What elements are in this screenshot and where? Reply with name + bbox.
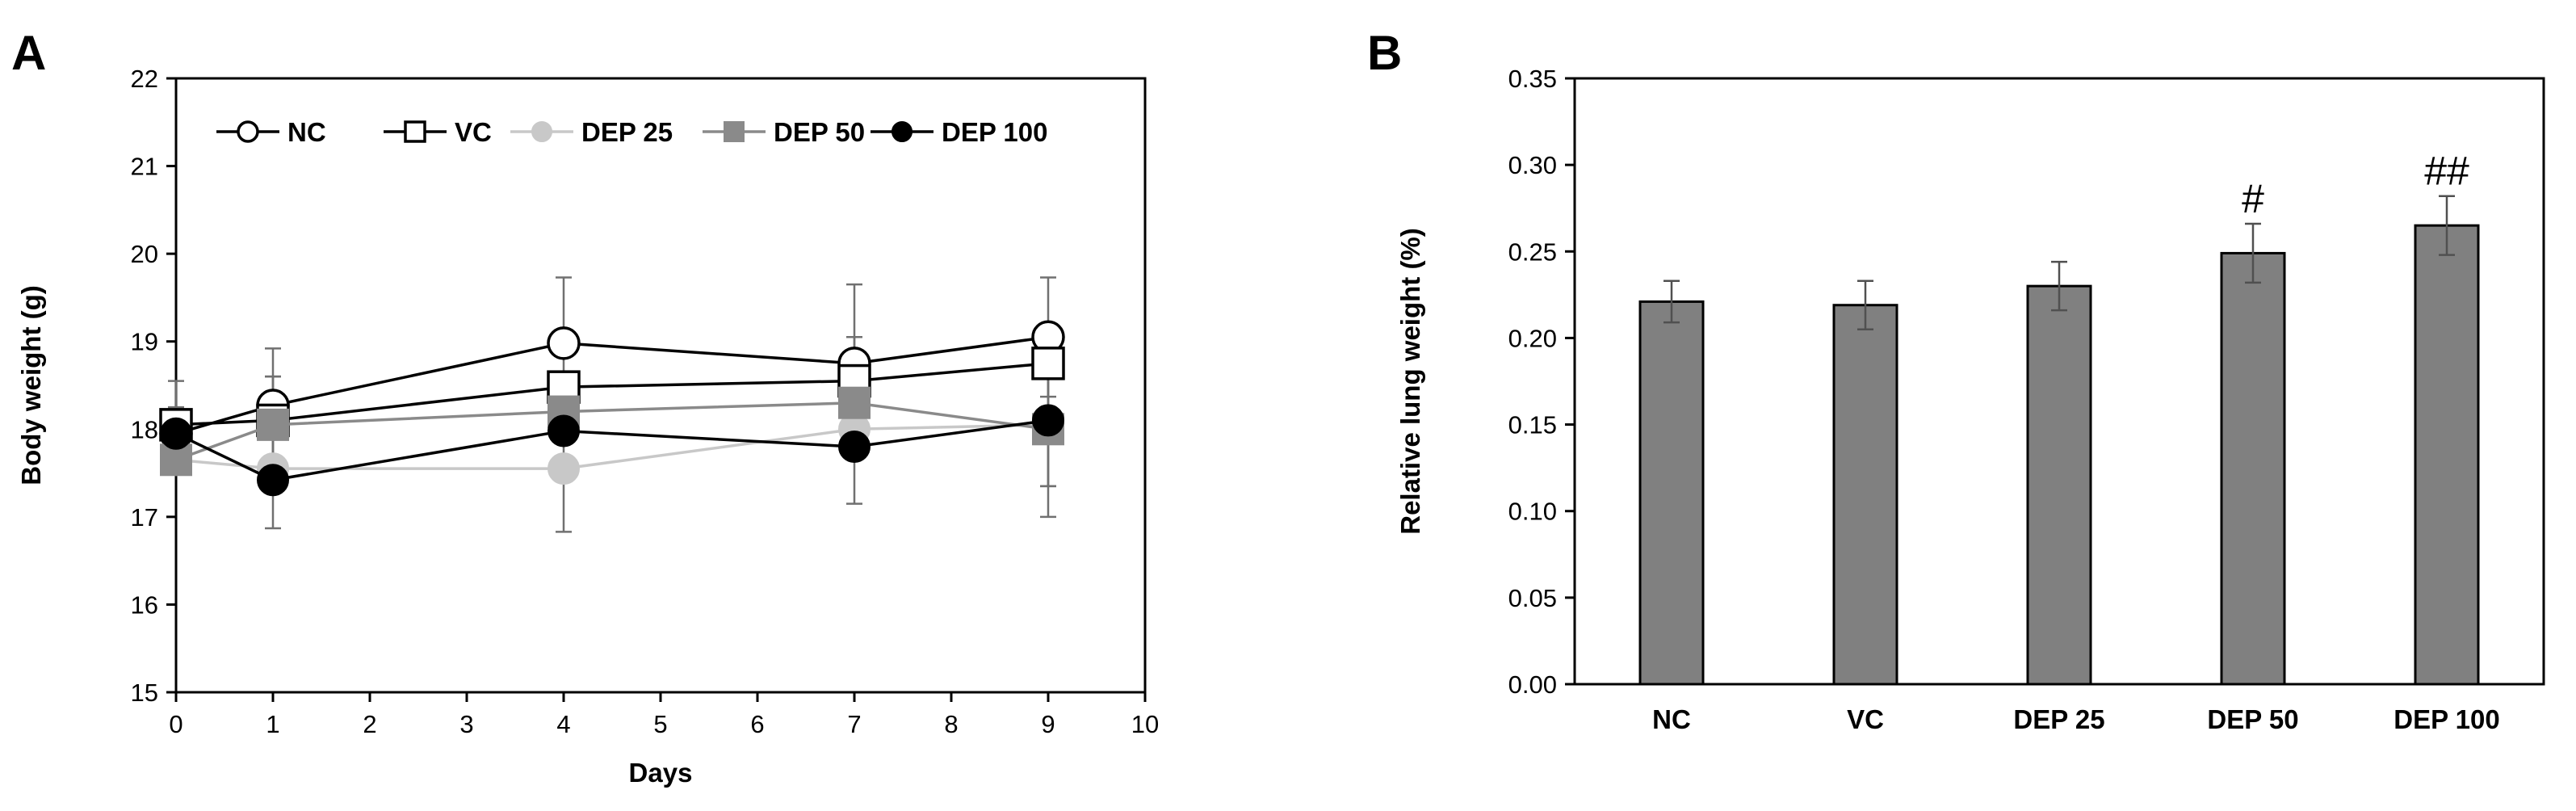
y-tick-label-b: 0.10 (1508, 498, 1557, 526)
legend-label: DEP 100 (942, 117, 1047, 147)
category-label: DEP 25 (2013, 704, 2104, 734)
legend-item-vc: VC (384, 117, 492, 147)
x-axis-label-a: Days (629, 758, 693, 788)
panel-b-bar-chart: B 0.00 0.05 0.10 0.15 0.20 0.25 0.30 0.35 NC VC D… (1367, 26, 2545, 734)
y-tick-label-a: 15 (131, 679, 158, 707)
y-tick-label-a: 16 (131, 590, 158, 619)
y-tick-label-b: 0.25 (1508, 237, 1557, 266)
data-point-nc (547, 326, 581, 360)
y-axis-ticks-b: 0.00 0.05 0.10 0.15 0.20 0.25 0.30 0.35 (1508, 65, 1575, 699)
legend-label: DEP 25 (581, 117, 673, 147)
y-tick-label-a: 19 (131, 328, 158, 356)
y-tick-label-a: 21 (131, 153, 158, 181)
y-tick-label-a: 18 (131, 415, 158, 443)
y-axis-ticks-a: 15 16 17 18 19 20 21 22 (131, 65, 176, 707)
data-point-dep-50 (257, 408, 289, 441)
x-tick-label-a: 8 (944, 710, 958, 738)
legend-label: NC (287, 117, 326, 147)
series-line-dep-50 (175, 401, 1049, 461)
legend-marker-dep-50 (724, 121, 745, 142)
series-dep-100 (160, 404, 1064, 497)
legend-marker-vc (404, 120, 426, 143)
y-tick-label-a: 20 (131, 240, 158, 268)
series-dep-50 (160, 386, 1064, 477)
data-point-dep-100 (257, 464, 289, 497)
y-tick-label-b: 0.30 (1508, 151, 1557, 179)
data-point-dep-50 (838, 386, 871, 419)
bar-group-vc: VC (1832, 279, 1898, 734)
series-group-a (159, 276, 1065, 533)
x-tick-label-a: 4 (556, 710, 570, 738)
x-tick-label-a: 1 (266, 710, 279, 738)
legend-a: NC VC DEP 25 DEP 50 DEP 100 (216, 117, 1047, 147)
legend-item-dep-25: DEP 25 (510, 117, 673, 147)
y-tick-label-a: 17 (131, 503, 158, 532)
y-tick-label-b: 0.00 (1508, 670, 1557, 699)
bar-nc (1638, 300, 1705, 686)
significance-marker: # (2242, 176, 2264, 221)
series-line-dep-25 (175, 423, 1049, 470)
category-label: DEP 100 (2393, 704, 2499, 734)
category-label: VC (1847, 704, 1884, 734)
data-point-vc (1031, 347, 1065, 380)
y-tick-label-b: 0.05 (1508, 584, 1557, 612)
data-point-dep-100 (160, 417, 192, 450)
x-tick-label-a: 5 (653, 710, 667, 738)
legend-item-nc: NC (216, 117, 326, 147)
bars-b: NC VC DEP 25 DEP 50 # DEP 100 ## (1638, 149, 2500, 734)
data-point-dep-100 (838, 431, 871, 463)
x-tick-label-a: 10 (1131, 710, 1159, 738)
panel-label-b: B (1367, 26, 1402, 80)
bar-dep-100 (2414, 224, 2480, 686)
y-tick-label-b: 0.20 (1508, 324, 1557, 352)
bar-vc (1832, 304, 1898, 686)
legend-label: DEP 50 (774, 117, 865, 147)
x-tick-label-a: 9 (1041, 710, 1055, 738)
series-line-vc (175, 362, 1049, 427)
bar-dep-25 (2026, 284, 2092, 686)
x-axis-ticks-a: 0 1 2 3 4 5 6 7 8 9 10 (169, 692, 1159, 738)
series-dep-25 (160, 408, 1064, 485)
bar-dep-50 (2220, 251, 2286, 686)
x-tick-label-a: 2 (363, 710, 376, 738)
panel-a-line-chart: A 15 16 17 18 19 20 21 22 0 1 2 3 4 5 6 7 8 9 10 Days Bod… (11, 26, 1159, 788)
bar-group-dep-100: DEP 100 ## (2393, 149, 2499, 734)
category-label: DEP 50 (2207, 704, 2298, 734)
bar-group-dep-50: DEP 50 # (2207, 176, 2298, 734)
x-tick-label-a: 6 (750, 710, 764, 738)
y-tick-label-b: 0.15 (1508, 411, 1557, 439)
significance-marker: ## (2424, 149, 2469, 194)
x-tick-label-a: 7 (847, 710, 861, 738)
y-axis-label-a: Body weight (g) (16, 285, 46, 485)
legend-item-dep-50: DEP 50 (703, 117, 865, 147)
legend-label: VC (455, 117, 492, 147)
data-point-dep-100 (548, 414, 580, 448)
y-tick-label-a: 22 (131, 65, 158, 93)
y-axis-label-b: Relative lung weight (%) (1395, 228, 1425, 535)
panel-label-a: A (11, 26, 46, 80)
bar-group-nc: NC (1638, 279, 1705, 734)
x-tick-label-a: 3 (459, 710, 473, 738)
x-tick-label-a: 0 (169, 710, 183, 738)
category-label: NC (1652, 704, 1691, 734)
legend-item-dep-100: DEP 100 (871, 117, 1047, 147)
data-point-dep-100 (1032, 404, 1064, 437)
y-tick-label-b: 0.35 (1508, 65, 1557, 93)
data-point-dep-25 (548, 452, 580, 485)
series-line-dep-100 (175, 418, 1049, 482)
legend-marker-dep-100 (892, 121, 913, 142)
legend-marker-nc (237, 120, 259, 143)
legend-marker-dep-25 (531, 121, 552, 142)
error-bars-dep-25 (556, 362, 1056, 533)
bar-group-dep-25: DEP 25 (2013, 260, 2105, 734)
